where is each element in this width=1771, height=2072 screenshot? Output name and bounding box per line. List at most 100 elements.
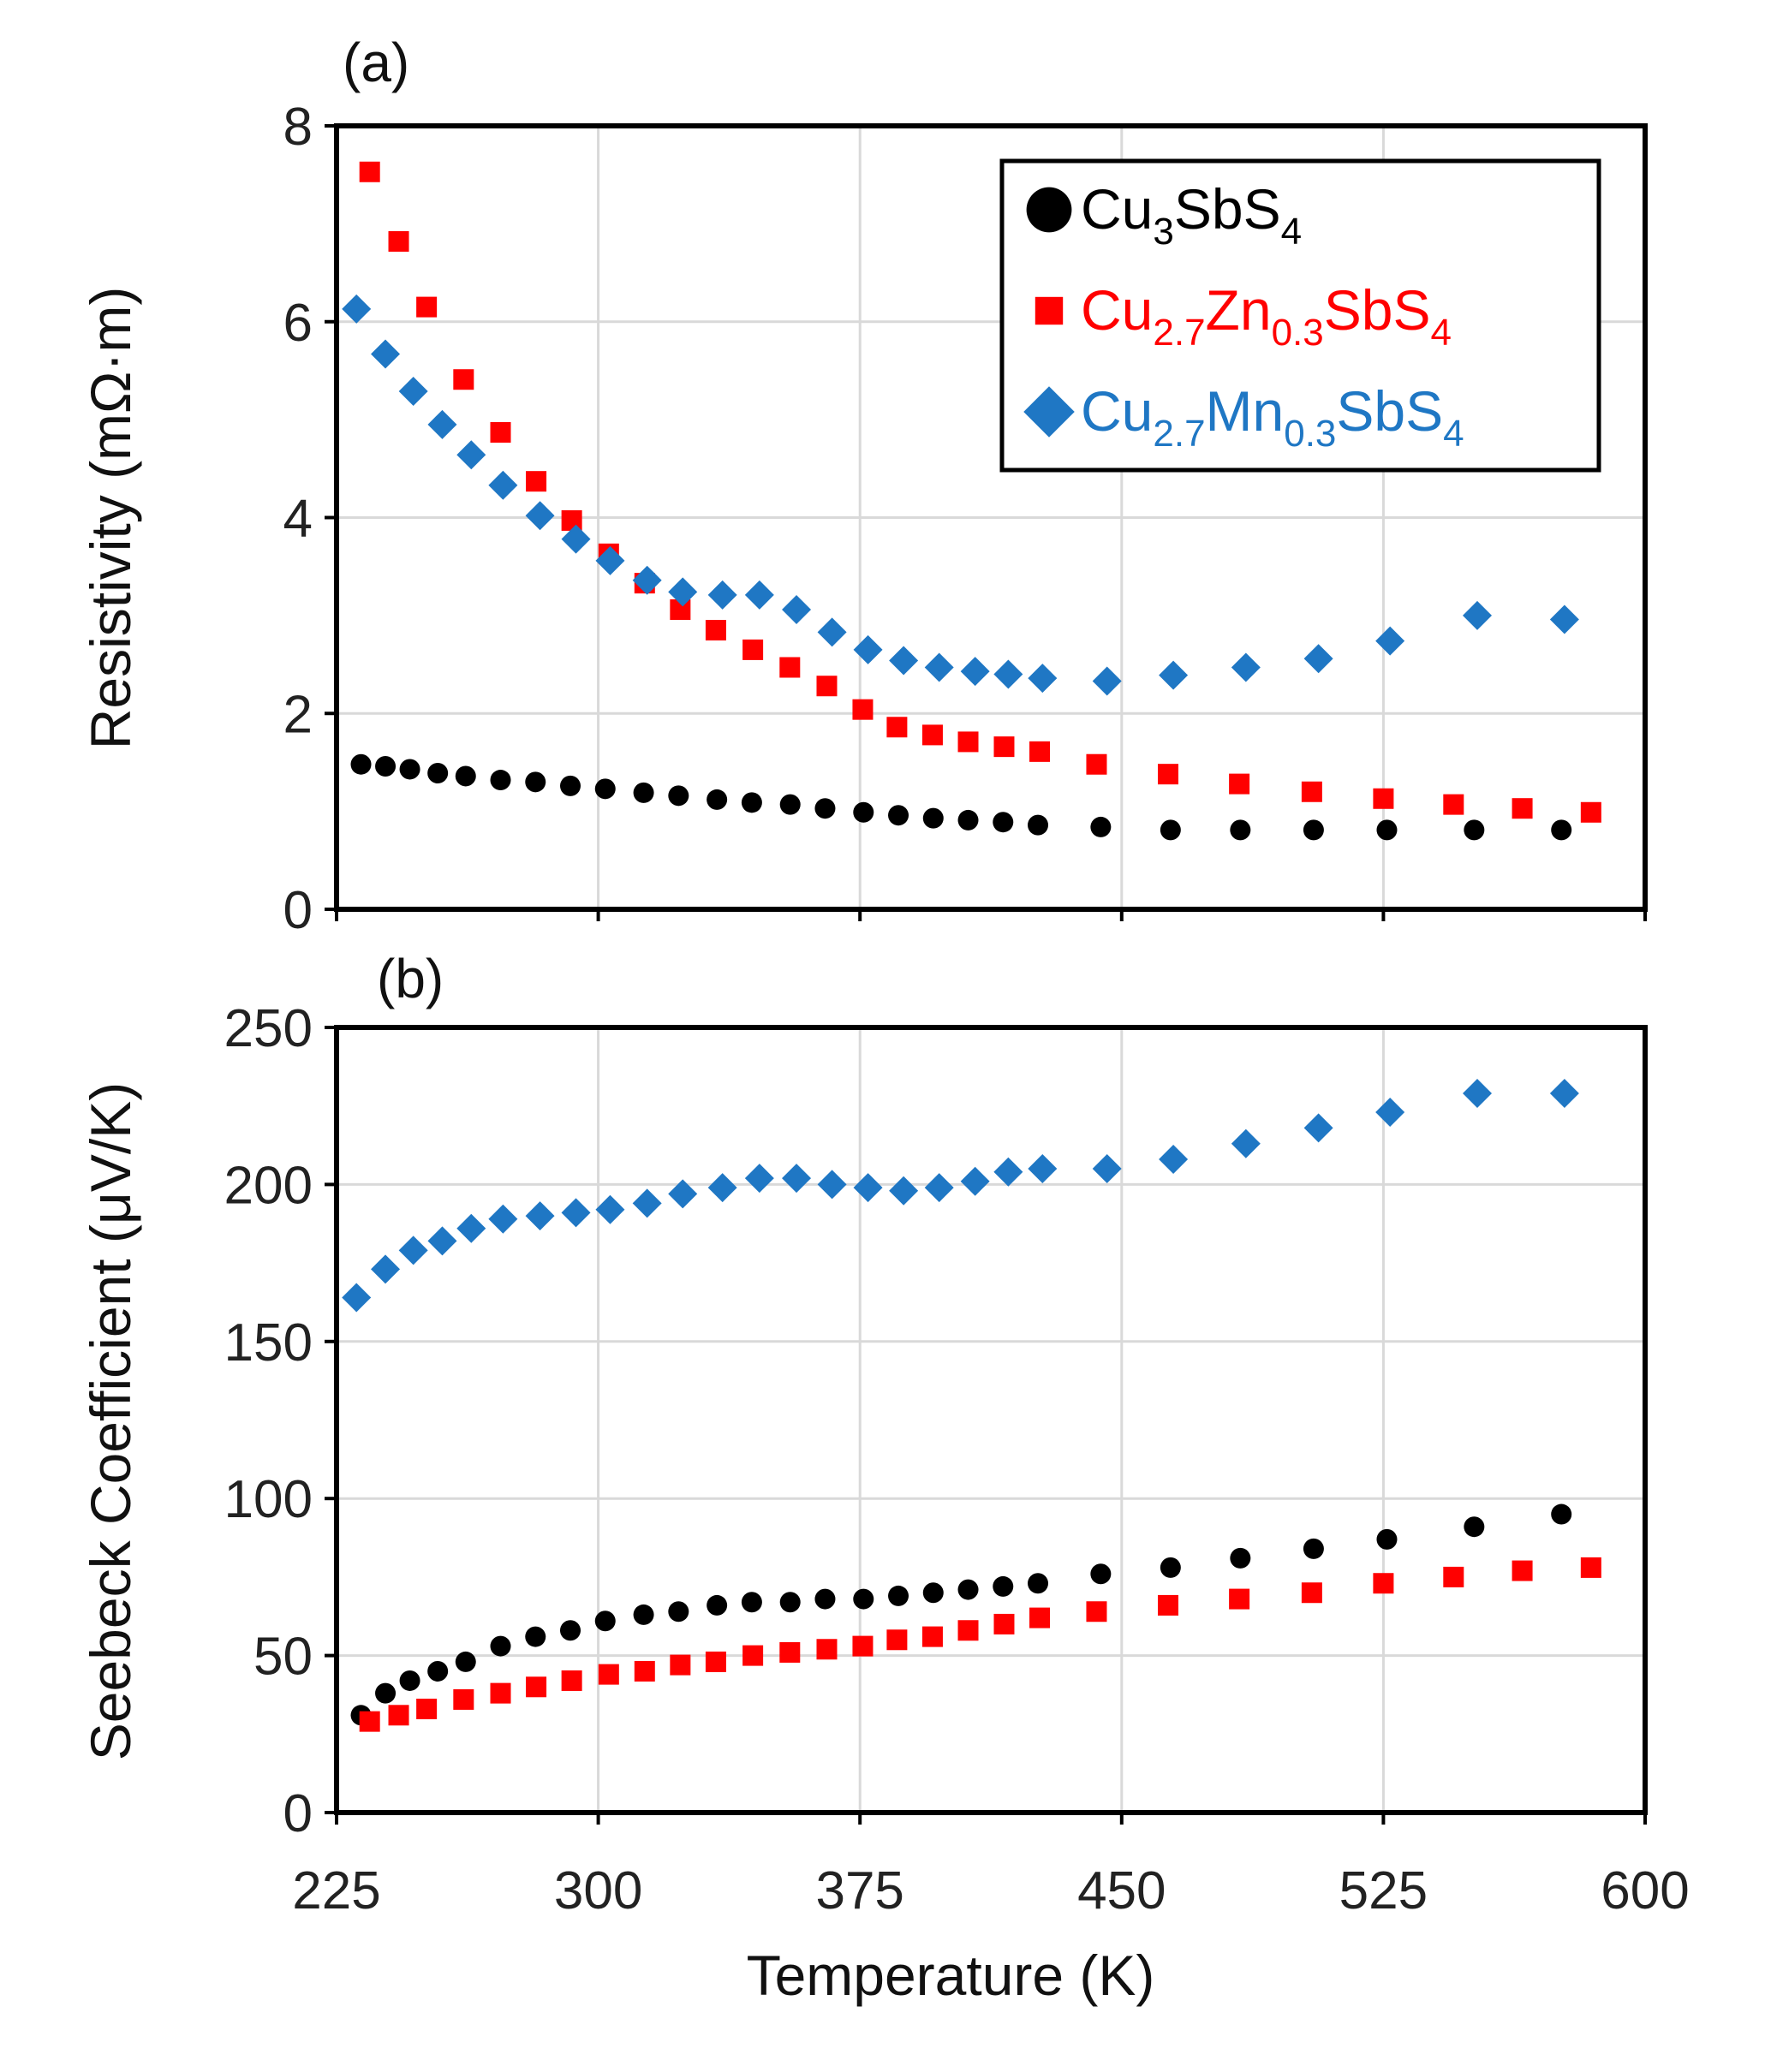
data-point bbox=[399, 759, 420, 780]
data-point bbox=[922, 1582, 944, 1604]
data-point bbox=[1157, 1594, 1178, 1616]
data-point bbox=[1028, 1154, 1058, 1184]
data-point bbox=[668, 577, 698, 607]
data-point bbox=[924, 1173, 954, 1203]
data-point bbox=[816, 676, 838, 697]
data-point bbox=[852, 1635, 874, 1657]
plot-frame bbox=[334, 123, 1648, 912]
series-diamond-2 bbox=[342, 294, 1579, 696]
data-point bbox=[853, 1588, 874, 1610]
legend-text: Cu bbox=[1081, 278, 1153, 342]
data-point bbox=[1159, 1145, 1189, 1175]
legend-text: Cu bbox=[1081, 379, 1153, 443]
data-point bbox=[782, 595, 812, 625]
data-point bbox=[427, 763, 449, 784]
data-point bbox=[1159, 660, 1189, 690]
y-tick-label: 8 bbox=[283, 98, 313, 157]
data-point bbox=[1551, 819, 1572, 841]
data-point bbox=[668, 785, 689, 807]
legend-text: Zn bbox=[1206, 278, 1272, 342]
data-point bbox=[1375, 1098, 1405, 1128]
data-point bbox=[705, 1651, 726, 1672]
y-axis-label-b: Seebeck Coefficient (μV/K) bbox=[79, 1082, 142, 1761]
data-point bbox=[705, 620, 726, 641]
x-tick-label: 600 bbox=[1601, 1861, 1689, 1920]
data-point bbox=[1512, 1560, 1533, 1581]
legend-text: SbS bbox=[1336, 379, 1443, 443]
data-point bbox=[741, 1592, 762, 1613]
data-point bbox=[886, 717, 908, 738]
data-point bbox=[595, 1194, 625, 1224]
data-point bbox=[371, 339, 401, 369]
data-point bbox=[1160, 819, 1181, 841]
data-point bbox=[1303, 644, 1333, 674]
data-point bbox=[668, 1601, 689, 1622]
data-point bbox=[1029, 741, 1051, 762]
data-point bbox=[490, 1682, 511, 1704]
legend-marker-circle bbox=[1026, 187, 1072, 233]
y-tick-label: 6 bbox=[283, 294, 313, 353]
data-point bbox=[1160, 1557, 1181, 1578]
y-tick-label: 0 bbox=[283, 881, 313, 940]
data-point bbox=[1086, 1601, 1107, 1622]
data-point bbox=[707, 1173, 737, 1203]
legend-subscript: 4 bbox=[1281, 211, 1302, 253]
data-point bbox=[632, 565, 662, 595]
data-point bbox=[960, 657, 990, 687]
data-point bbox=[1549, 604, 1579, 634]
data-point bbox=[853, 634, 883, 664]
data-point bbox=[886, 1629, 908, 1651]
data-point bbox=[922, 807, 944, 829]
y-tick-label: 150 bbox=[224, 1313, 313, 1372]
data-point bbox=[427, 1660, 449, 1682]
data-point bbox=[921, 724, 943, 746]
data-point bbox=[889, 646, 919, 676]
series-circle-0 bbox=[350, 753, 1572, 841]
data-point bbox=[1301, 1582, 1322, 1604]
data-point bbox=[707, 1594, 728, 1616]
data-point bbox=[560, 775, 581, 796]
data-point bbox=[525, 771, 546, 793]
x-tick-label: 525 bbox=[1339, 1861, 1428, 1920]
data-point bbox=[1028, 814, 1049, 836]
data-point bbox=[782, 1164, 812, 1194]
series-diamond-2 bbox=[342, 1079, 1579, 1313]
y-axis-label-a: Resistivity (mΩ·m) bbox=[79, 287, 142, 750]
legend-text: Mn bbox=[1206, 379, 1285, 443]
data-point bbox=[1303, 1538, 1324, 1559]
legend-subscript: 2.7 bbox=[1153, 413, 1205, 455]
data-point bbox=[814, 798, 836, 819]
data-point bbox=[924, 652, 954, 682]
data-point bbox=[957, 1579, 979, 1600]
data-point bbox=[1028, 1573, 1049, 1594]
y-tick-label: 4 bbox=[283, 490, 313, 549]
data-point bbox=[1090, 1563, 1112, 1585]
data-point bbox=[455, 765, 476, 787]
data-point bbox=[1157, 764, 1178, 785]
x-tick-label: 300 bbox=[554, 1861, 642, 1920]
data-point bbox=[488, 470, 518, 500]
data-point bbox=[993, 1575, 1014, 1597]
data-point bbox=[633, 782, 654, 803]
data-point bbox=[490, 1635, 511, 1657]
data-point bbox=[993, 1157, 1023, 1187]
legend-subscript: 2.7 bbox=[1153, 312, 1205, 354]
data-point bbox=[1464, 1516, 1485, 1538]
series-square-1 bbox=[359, 161, 1601, 823]
data-point bbox=[817, 617, 847, 647]
data-point bbox=[957, 809, 979, 831]
data-point bbox=[957, 731, 979, 753]
data-point bbox=[1463, 600, 1493, 630]
data-point bbox=[889, 1176, 919, 1206]
data-point bbox=[1373, 788, 1394, 809]
data-point bbox=[741, 792, 762, 813]
legend-subscript: 0.3 bbox=[1272, 312, 1324, 354]
y-tick-label: 100 bbox=[224, 1470, 313, 1529]
x-tick-label: 225 bbox=[292, 1861, 380, 1920]
data-point bbox=[1512, 798, 1533, 819]
data-point bbox=[707, 789, 728, 810]
y-tick-label: 200 bbox=[224, 1156, 313, 1215]
data-point bbox=[560, 1620, 581, 1641]
data-point bbox=[427, 409, 457, 439]
